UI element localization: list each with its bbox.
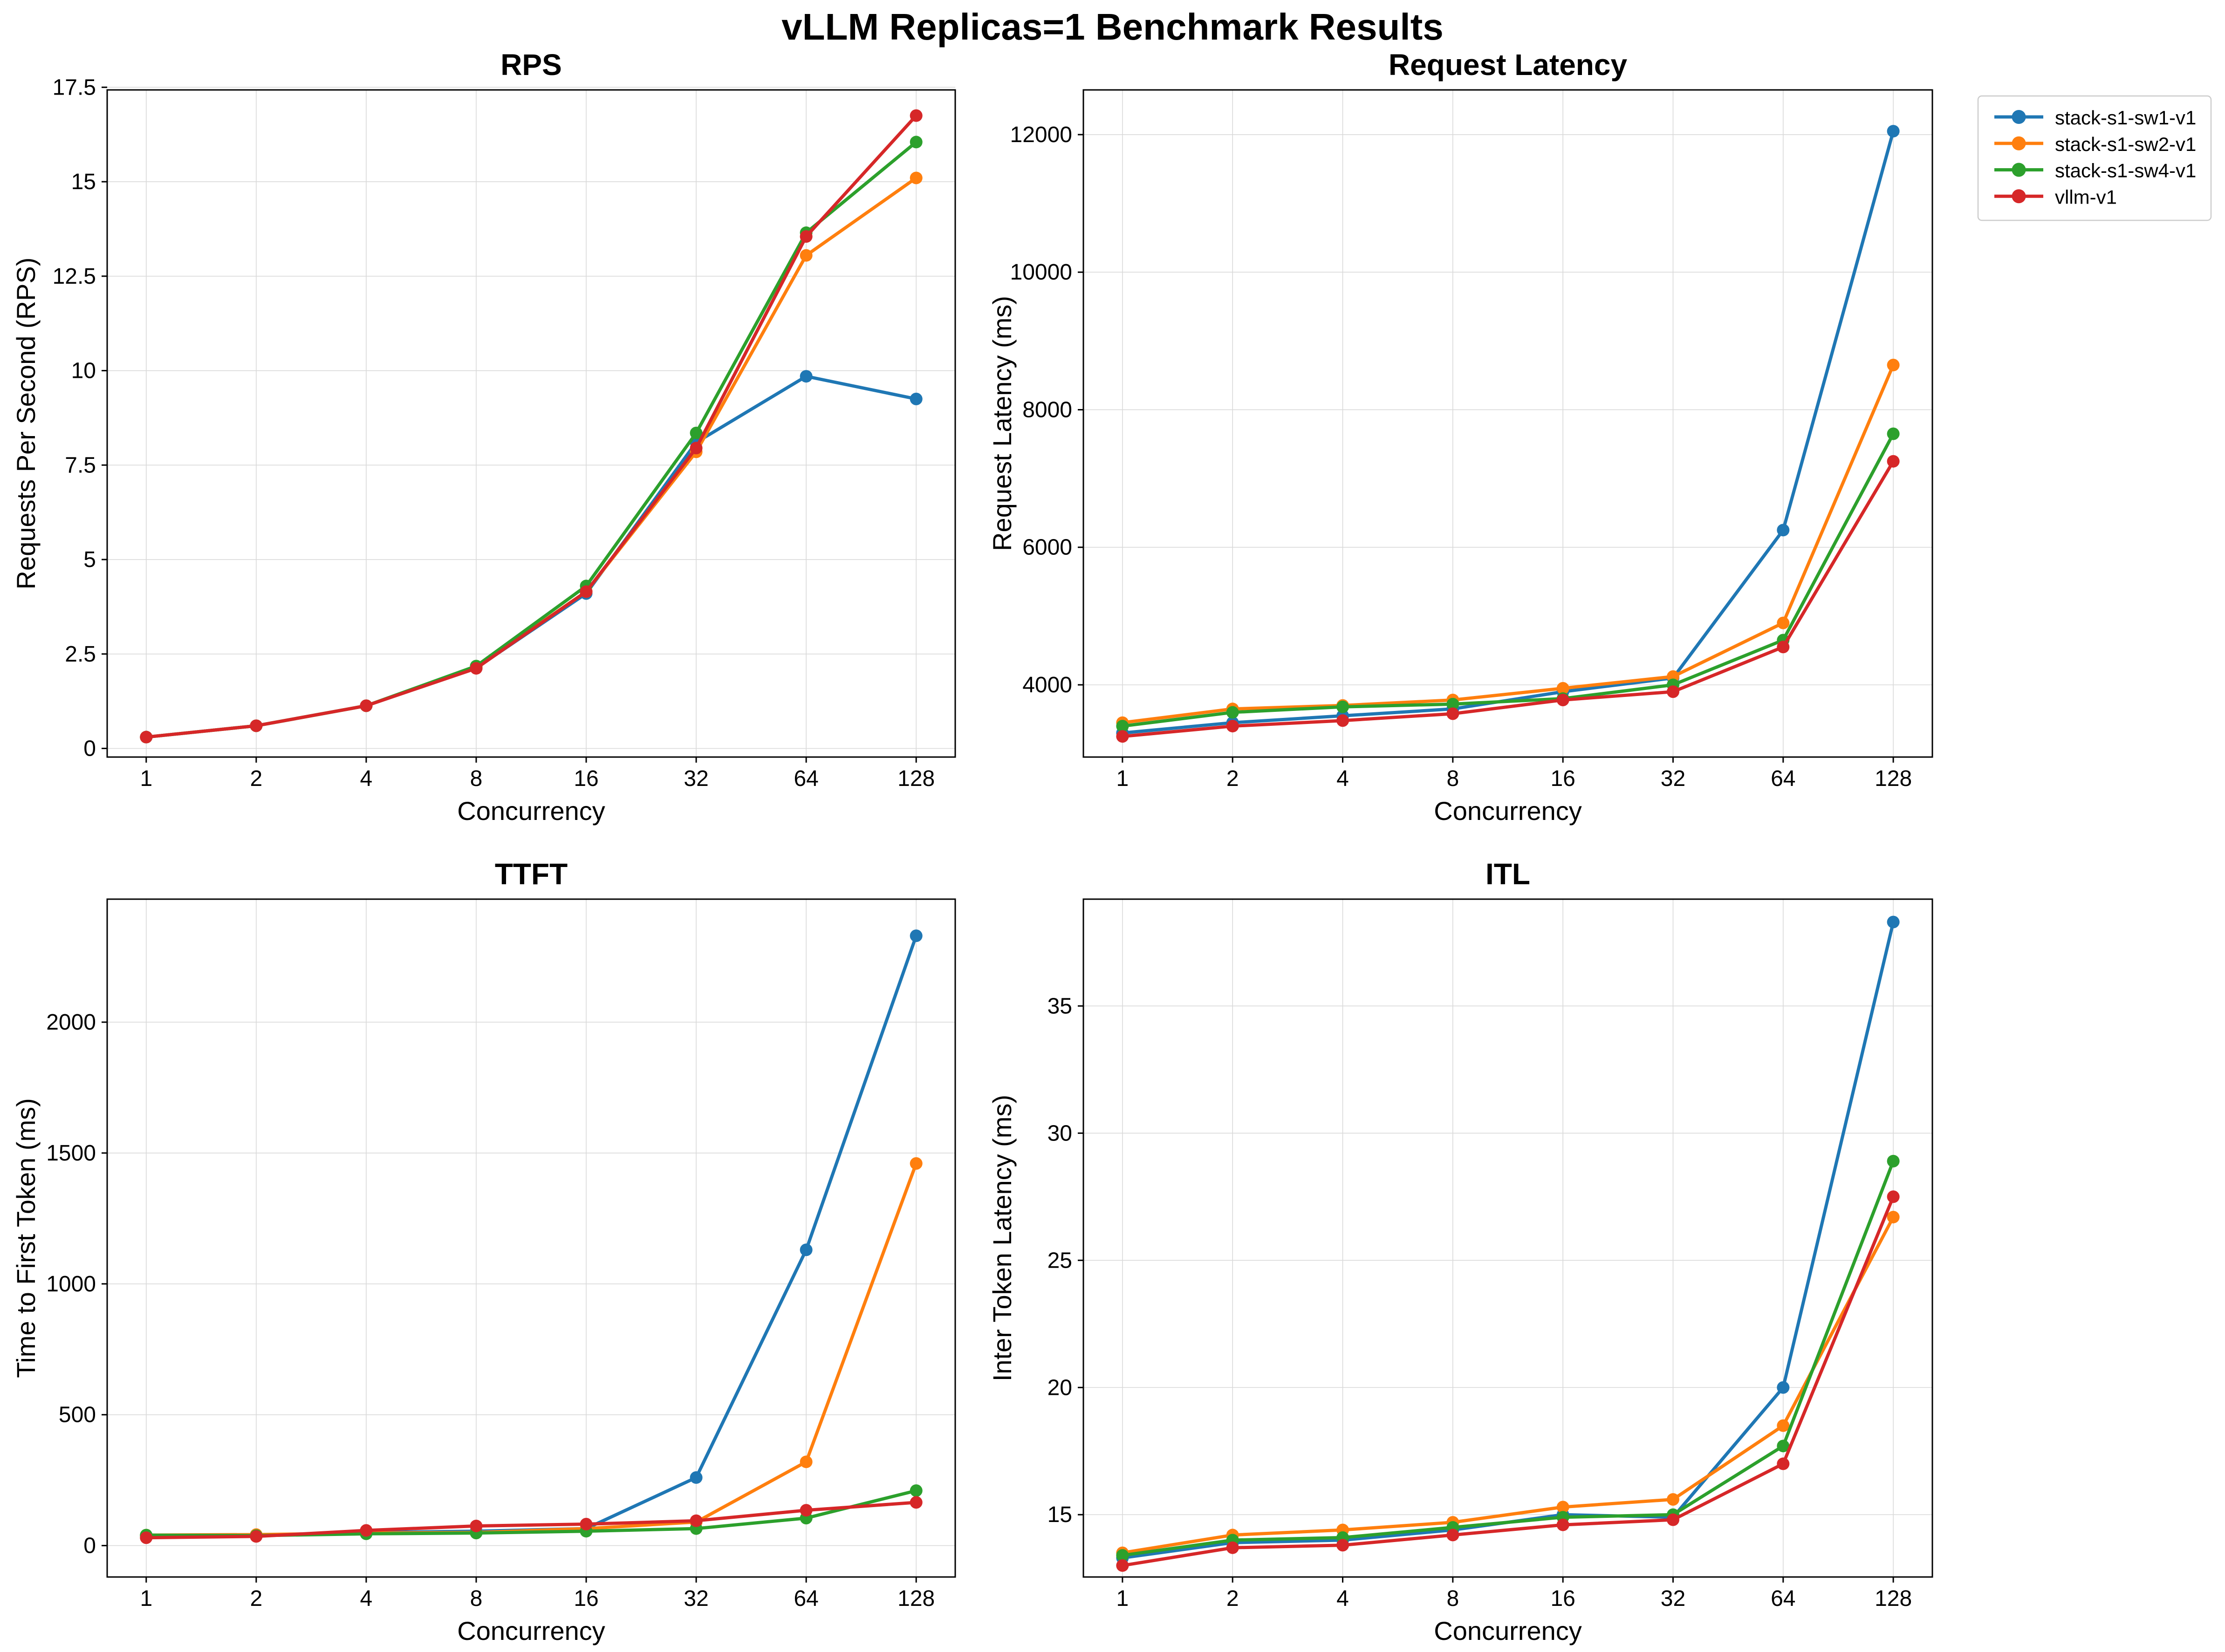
svg-text:8: 8 — [1446, 766, 1459, 791]
svg-text:2: 2 — [250, 766, 263, 791]
svg-text:vllm-v1: vllm-v1 — [2055, 186, 2117, 208]
svg-text:16: 16 — [1550, 766, 1575, 791]
svg-text:Concurrency: Concurrency — [457, 796, 605, 826]
svg-text:128: 128 — [1875, 766, 1912, 791]
svg-text:Request Latency (ms): Request Latency (ms) — [987, 296, 1017, 551]
svg-text:20: 20 — [1047, 1375, 1072, 1400]
svg-text:15: 15 — [1047, 1502, 1072, 1527]
svg-text:1: 1 — [1116, 1586, 1129, 1611]
svg-text:7.5: 7.5 — [65, 453, 96, 478]
svg-text:4: 4 — [360, 766, 373, 791]
svg-text:32: 32 — [1661, 766, 1685, 791]
svg-text:4: 4 — [1336, 766, 1349, 791]
svg-text:Inter Token Latency (ms): Inter Token Latency (ms) — [987, 1095, 1017, 1381]
svg-text:vLLM Replicas=1 Benchmark Resu: vLLM Replicas=1 Benchmark Results — [781, 6, 1444, 48]
svg-text:stack-s1-sw2-v1: stack-s1-sw2-v1 — [2055, 133, 2196, 155]
svg-text:2: 2 — [1226, 1586, 1239, 1611]
svg-text:128: 128 — [897, 1586, 935, 1611]
svg-text:64: 64 — [1771, 1586, 1795, 1611]
svg-text:8: 8 — [1446, 1586, 1459, 1611]
svg-text:128: 128 — [897, 766, 935, 791]
svg-text:5: 5 — [83, 547, 96, 572]
svg-text:2.5: 2.5 — [65, 642, 96, 667]
svg-text:8000: 8000 — [1022, 397, 1072, 422]
svg-text:32: 32 — [1661, 1586, 1685, 1611]
svg-text:0: 0 — [83, 737, 96, 761]
svg-text:17.5: 17.5 — [53, 75, 96, 100]
svg-text:16: 16 — [574, 1586, 598, 1611]
svg-text:128: 128 — [1875, 1586, 1912, 1611]
svg-text:30: 30 — [1047, 1121, 1072, 1146]
svg-text:Concurrency: Concurrency — [457, 1616, 605, 1645]
svg-text:Time to First Token (ms): Time to First Token (ms) — [11, 1098, 41, 1378]
svg-text:8: 8 — [470, 1586, 483, 1611]
svg-text:32: 32 — [684, 766, 708, 791]
svg-text:Concurrency: Concurrency — [1434, 1616, 1581, 1645]
svg-text:2: 2 — [1226, 766, 1239, 791]
svg-text:15: 15 — [71, 170, 96, 194]
svg-text:2000: 2000 — [46, 1010, 96, 1035]
svg-text:4: 4 — [1336, 1586, 1349, 1611]
svg-text:4000: 4000 — [1022, 673, 1072, 697]
svg-text:stack-s1-sw4-v1: stack-s1-sw4-v1 — [2055, 160, 2196, 182]
svg-text:500: 500 — [59, 1403, 96, 1427]
svg-text:2: 2 — [250, 1586, 263, 1611]
svg-text:ITL: ITL — [1486, 857, 1530, 891]
svg-text:10000: 10000 — [1010, 260, 1072, 285]
svg-text:64: 64 — [1771, 766, 1795, 791]
svg-text:TTFT: TTFT — [495, 857, 568, 891]
svg-text:RPS: RPS — [500, 48, 562, 82]
svg-text:10: 10 — [71, 359, 96, 383]
svg-text:1: 1 — [140, 1586, 152, 1611]
svg-text:0: 0 — [83, 1534, 96, 1558]
svg-text:1000: 1000 — [46, 1272, 96, 1297]
svg-text:16: 16 — [1550, 1586, 1575, 1611]
svg-text:1500: 1500 — [46, 1141, 96, 1166]
svg-text:1: 1 — [140, 766, 152, 791]
svg-text:8: 8 — [470, 766, 483, 791]
svg-text:16: 16 — [574, 766, 598, 791]
svg-text:Concurrency: Concurrency — [1434, 796, 1581, 826]
svg-text:25: 25 — [1047, 1248, 1072, 1273]
svg-text:Requests Per Second (RPS): Requests Per Second (RPS) — [11, 258, 41, 590]
svg-text:64: 64 — [794, 1586, 818, 1611]
svg-text:6000: 6000 — [1022, 535, 1072, 560]
svg-text:1: 1 — [1116, 766, 1129, 791]
svg-text:Request Latency: Request Latency — [1389, 48, 1628, 82]
svg-text:stack-s1-sw1-v1: stack-s1-sw1-v1 — [2055, 107, 2196, 129]
svg-text:12.5: 12.5 — [53, 264, 96, 289]
svg-text:4: 4 — [360, 1586, 373, 1611]
svg-text:35: 35 — [1047, 994, 1072, 1018]
svg-text:64: 64 — [794, 766, 818, 791]
svg-text:12000: 12000 — [1010, 123, 1072, 147]
svg-text:32: 32 — [684, 1586, 708, 1611]
